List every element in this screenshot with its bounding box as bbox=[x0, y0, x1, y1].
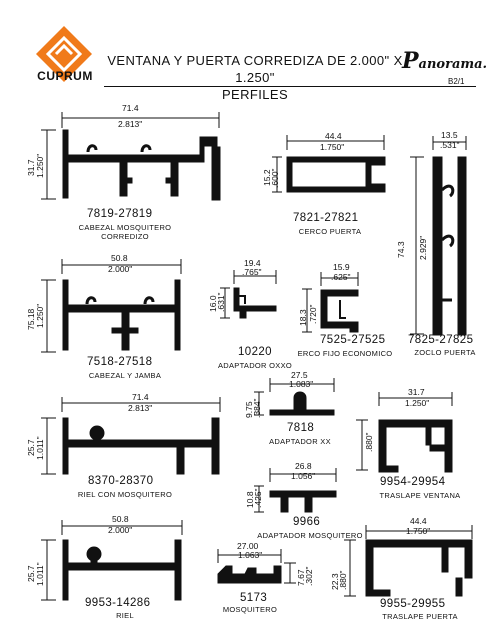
profile-9954-drawing bbox=[356, 392, 453, 473]
desc-5173-line1: MOSQUITERO bbox=[222, 605, 278, 614]
desc-7825-line1: ZOCLO PUERTA bbox=[414, 348, 476, 357]
dim-8370-width-mm: 71.4 bbox=[132, 392, 149, 402]
code-9954: 9954-29954 bbox=[380, 476, 446, 488]
desc-9953-line1: RIEL bbox=[116, 611, 134, 620]
dim-10220-height-in: .631" bbox=[216, 292, 226, 312]
desc-8370-line1: RIEL CON MOSQUITERO bbox=[77, 490, 173, 499]
desc-9966-line1: ADAPTADOR MOSQUITERO bbox=[257, 531, 363, 540]
dim-9966-width-mm: 26.8 bbox=[295, 461, 312, 471]
desc-9954-line1: TRASLAPE VENTANA bbox=[379, 491, 461, 500]
dim-8370-height-in: 1.011" bbox=[35, 436, 45, 460]
profile-7819-drawing bbox=[41, 112, 221, 201]
code-5173: 5173 bbox=[240, 592, 268, 604]
dim-7525-width-in: .625" bbox=[331, 272, 351, 282]
dim-7518-width-mm: 50.8 bbox=[111, 253, 128, 263]
sheet-number: B2/1 bbox=[448, 77, 465, 86]
dim-10220-width-in: .765" bbox=[242, 267, 262, 277]
dim-7821-width-mm: 44.4 bbox=[325, 131, 342, 141]
profile-9953-drawing bbox=[41, 520, 183, 601]
code-7525: 7525-27525 bbox=[320, 334, 386, 346]
dim-7825-height-mm: 74.3 bbox=[396, 241, 406, 258]
dim-9955-width-mm: 44.4 bbox=[410, 516, 427, 526]
dim-9966-width-in: 1.056" bbox=[291, 471, 316, 481]
desc-9955-line1: TRASLAPE PUERTA bbox=[382, 612, 458, 621]
code-7819: 7819-27819 bbox=[87, 208, 153, 220]
dim-7525-height-in: .720" bbox=[308, 304, 318, 324]
desc-7518-line1: CABEZAL Y JAMBA bbox=[88, 371, 162, 380]
dim-10220-width-mm: 19.4 bbox=[244, 258, 261, 268]
code-9966: 9966 bbox=[293, 516, 321, 528]
desc-7819-line2: CORREDIZO bbox=[101, 232, 149, 241]
code-7821: 7821-27821 bbox=[293, 212, 359, 224]
dim-7821-height-in: .600" bbox=[270, 168, 280, 188]
dim-5173-width-mm: 27.00 bbox=[237, 541, 259, 551]
desc-7525-line1: ERCO FIJO ECONOMICO bbox=[297, 349, 393, 358]
dim-7818-width-mm: 27.5 bbox=[291, 370, 308, 380]
dim-7518-height-in: 1.250" bbox=[35, 303, 45, 328]
dim-9955-height-in: .880" bbox=[338, 570, 348, 590]
profile-10220-drawing bbox=[220, 270, 277, 319]
dim-7825-width-mm: 13.5 bbox=[441, 130, 458, 140]
brand-name: CUPRUM bbox=[37, 69, 93, 83]
dim-7819-width-mm: 71.4 bbox=[122, 103, 139, 113]
dim-9954-width-mm: 31.7 bbox=[408, 387, 425, 397]
profile-7818-drawing bbox=[254, 378, 335, 416]
desc-10220-line1: ADAPTADOR OXXO bbox=[217, 361, 293, 370]
dim-9954-width-in: 1.250" bbox=[405, 398, 430, 408]
profile-9966-drawing bbox=[254, 468, 337, 513]
dim-7518-width-in: 2.000" bbox=[108, 264, 133, 274]
header-rule bbox=[104, 86, 476, 87]
dim-7818-height-in: .384" bbox=[252, 398, 262, 418]
title-line2: PERFILES bbox=[221, 87, 289, 102]
profile-8370-drawing bbox=[41, 397, 221, 475]
dim-9953-width-mm: 50.8 bbox=[112, 514, 129, 524]
dim-8370-width-in: 2.813" bbox=[128, 403, 153, 413]
desc-7819-line1: CABEZAL MOSQUITERO bbox=[78, 223, 172, 232]
profile-5173-drawing bbox=[217, 549, 296, 584]
dim-7821-width-in: 1.750" bbox=[320, 142, 345, 152]
dim-9966-height-in: .425" bbox=[253, 488, 263, 508]
dim-7818-width-in: 1.083" bbox=[289, 379, 314, 389]
desc-7818-line1: ADAPTADOR XX bbox=[269, 437, 331, 446]
title-line1: VENTANA Y PUERTA CORREDIZA DE 2.000" X 1… bbox=[107, 53, 403, 85]
code-8370: 8370-28370 bbox=[88, 475, 154, 487]
dim-7525-height-mm: 18.3 bbox=[298, 309, 308, 326]
dim-7825-width-in: .531" bbox=[440, 140, 460, 150]
code-7818: 7818 bbox=[287, 422, 315, 434]
page-title: VENTANA Y PUERTA CORREDIZA DE 2.000" X 1… bbox=[105, 52, 405, 103]
code-7825: 7825-27825 bbox=[408, 334, 474, 346]
code-9955: 9955-29955 bbox=[380, 598, 446, 610]
dim-7825-height-in: 2.929" bbox=[418, 235, 428, 260]
dim-5173-height-in: .302" bbox=[304, 566, 314, 586]
wordmark-initial: P bbox=[402, 48, 419, 74]
wordmark-rest: anorama. bbox=[418, 57, 488, 72]
panorama-wordmark: Panorama. bbox=[402, 48, 487, 74]
dim-9953-width-in: 2.000" bbox=[108, 525, 133, 535]
code-9953: 9953-14286 bbox=[85, 597, 151, 609]
dim-5173-width-in: 1.063" bbox=[238, 550, 263, 560]
code-7518: 7518-27518 bbox=[87, 356, 153, 368]
code-10220: 10220 bbox=[238, 346, 272, 358]
profile-7518-drawing bbox=[41, 259, 182, 353]
profile-9955-drawing bbox=[344, 525, 473, 597]
dim-9953-height-in: 1.011" bbox=[35, 562, 45, 586]
dim-7819-height-in: 1.250" bbox=[35, 153, 45, 178]
profile-7525-drawing bbox=[302, 272, 359, 333]
dim-9955-width-in: 1.750" bbox=[406, 526, 431, 536]
dim-7525-width-mm: 15.9 bbox=[333, 262, 350, 272]
desc-7821-line1: CERCO PUERTA bbox=[298, 227, 362, 236]
profile-7825-drawing bbox=[410, 136, 467, 336]
dim-7819-width-in: 2.813" bbox=[118, 119, 143, 129]
profile-7821-drawing bbox=[272, 135, 386, 193]
dim-9954-height-in: .880" bbox=[364, 432, 374, 452]
